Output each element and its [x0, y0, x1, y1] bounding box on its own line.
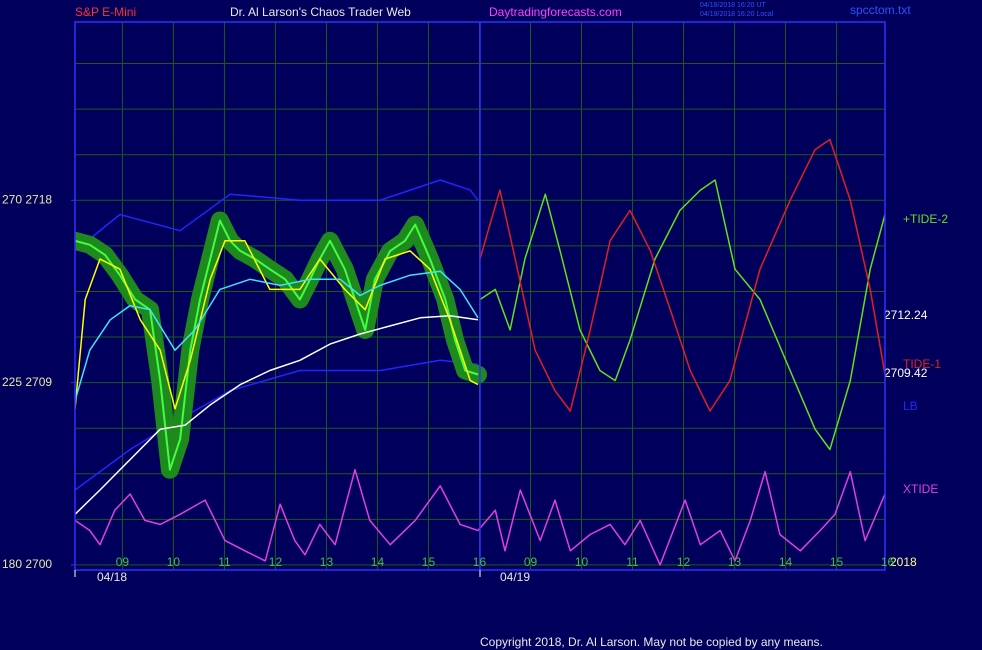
x-tick-label: 11 [218, 555, 231, 569]
x-tick-label: 10 [575, 555, 589, 569]
x-tick-label: 14 [779, 555, 793, 569]
site: Daytradingforecasts.com [489, 5, 622, 19]
symbol: S&P E-Mini [75, 5, 136, 19]
series-line [75, 270, 479, 402]
x-tick-label: 09 [524, 555, 538, 569]
y-tick-label: 180 2700 [2, 557, 52, 571]
y-tick-label: 270 2718 [2, 192, 52, 206]
annotation: 2018 [890, 555, 917, 569]
timestamp: 04/18/2018 16:20 UT [700, 2, 766, 9]
legend-label: TIDE-1 [903, 357, 941, 371]
x-tick-label: 15 [830, 555, 844, 569]
x-tick-label: 14 [371, 555, 385, 569]
series-line [75, 359, 479, 491]
legend-label: +TIDE-2 [903, 212, 948, 226]
plot [75, 138, 885, 566]
x-tick-label: 12 [269, 555, 283, 569]
series-line [75, 219, 479, 471]
x-tick-label: 13 [728, 555, 742, 569]
series-line [75, 179, 479, 252]
series-line [479, 179, 885, 451]
x-tick-label: 16 [881, 555, 895, 569]
series-line [479, 138, 885, 412]
x-tick-label: 09 [116, 555, 130, 569]
x-tick-label: 12 [677, 555, 691, 569]
y-tick-label: 225 2709 [2, 375, 52, 389]
date-label: 04/19 [500, 570, 530, 584]
date-label: 04/18 [97, 570, 127, 584]
annotation: 2712.24 [884, 308, 928, 322]
series-line [75, 315, 479, 515]
x-tick-label: 10 [167, 555, 181, 569]
file-name: spcctom.txt [850, 3, 911, 17]
x-tick-label: 11 [626, 555, 639, 569]
legend-label: XTIDE [903, 482, 938, 496]
x-tick-label: 13 [320, 555, 334, 569]
copyright: Copyright 2018, Dr. Al Larson. May not b… [480, 635, 823, 649]
labels: 270 2718 225 2709 180 2700 09 10 11 12 13 14 15 16… [2, 192, 948, 571]
x-tick-label: 15 [422, 555, 436, 569]
series-line [75, 240, 479, 410]
x-tick-label: 16 [473, 555, 487, 569]
chart-title: Dr. Al Larson's Chaos Trader Web [230, 5, 411, 19]
series-line [75, 468, 885, 566]
legend-label: LB [903, 399, 918, 413]
annotation: 2709.42 [884, 366, 928, 380]
timestamp: 04/19/2018 16:20 Local [700, 11, 774, 18]
